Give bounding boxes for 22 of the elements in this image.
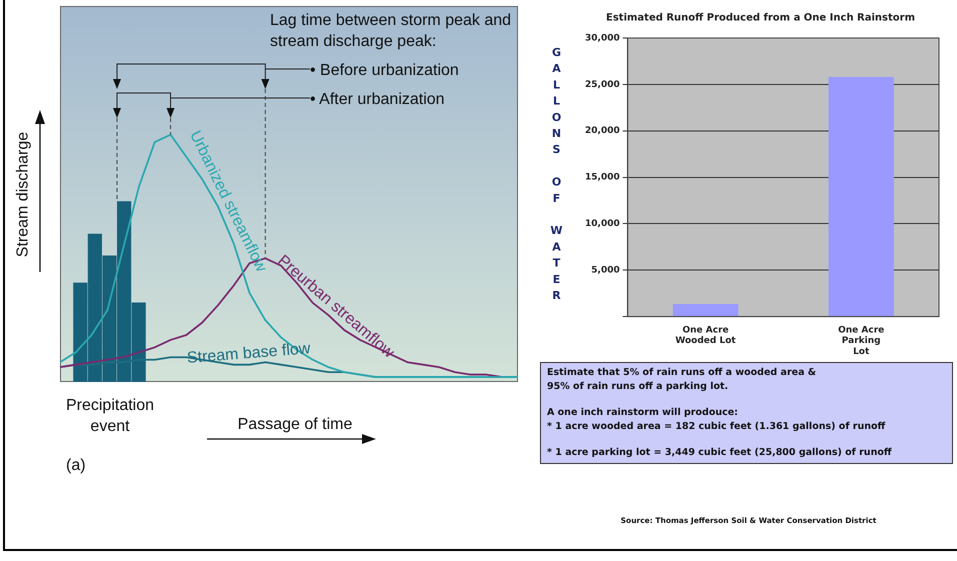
- text: (a): [66, 456, 87, 476]
- series-label: Stream base flow: [186, 340, 312, 367]
- y-tick-label: 15,000: [584, 172, 620, 183]
- text: Lag time between storm peak and stream discharge peak:: [270, 11, 512, 52]
- text: * 1 acre wooded area = 182 cubic feet (1.361 gallons) of runoff: [547, 420, 886, 433]
- y-tick-label: 20,000: [584, 126, 620, 136]
- y-tick-label: 10,000: [584, 219, 620, 230]
- y-axis-title: GALLONS OF WATER: [550, 46, 563, 306]
- text: Precipitation event: [64, 396, 156, 437]
- y-axis-title: Stream discharge: [14, 130, 32, 260]
- text: Estimate that 5% of rain runs off a wooded area & 95% of rain runs off a parking lot.: [547, 366, 817, 393]
- x-axis-title: Passage of time: [236, 415, 354, 435]
- y-tick-label: 25,000: [584, 80, 620, 90]
- text: A one inch rainstorm will prodouce:: [547, 406, 739, 420]
- y-tick-label: 30,000: [584, 33, 620, 44]
- text: * 1 acre parking lot = 3,449 cubic feet (25,800 gallons) of runoff: [547, 446, 893, 460]
- text: • Before urbanization: [310, 61, 460, 81]
- text: • After urbanization: [310, 90, 446, 110]
- chart-title: Estimated Runoff Produced from a One Inch Rainstorm: [606, 12, 915, 24]
- x-tick-label: One Acre Wooded Lot: [675, 325, 736, 346]
- x-tick-label: One Acre Parking Lot: [838, 325, 884, 357]
- y-tick-label: 5,000: [591, 266, 620, 276]
